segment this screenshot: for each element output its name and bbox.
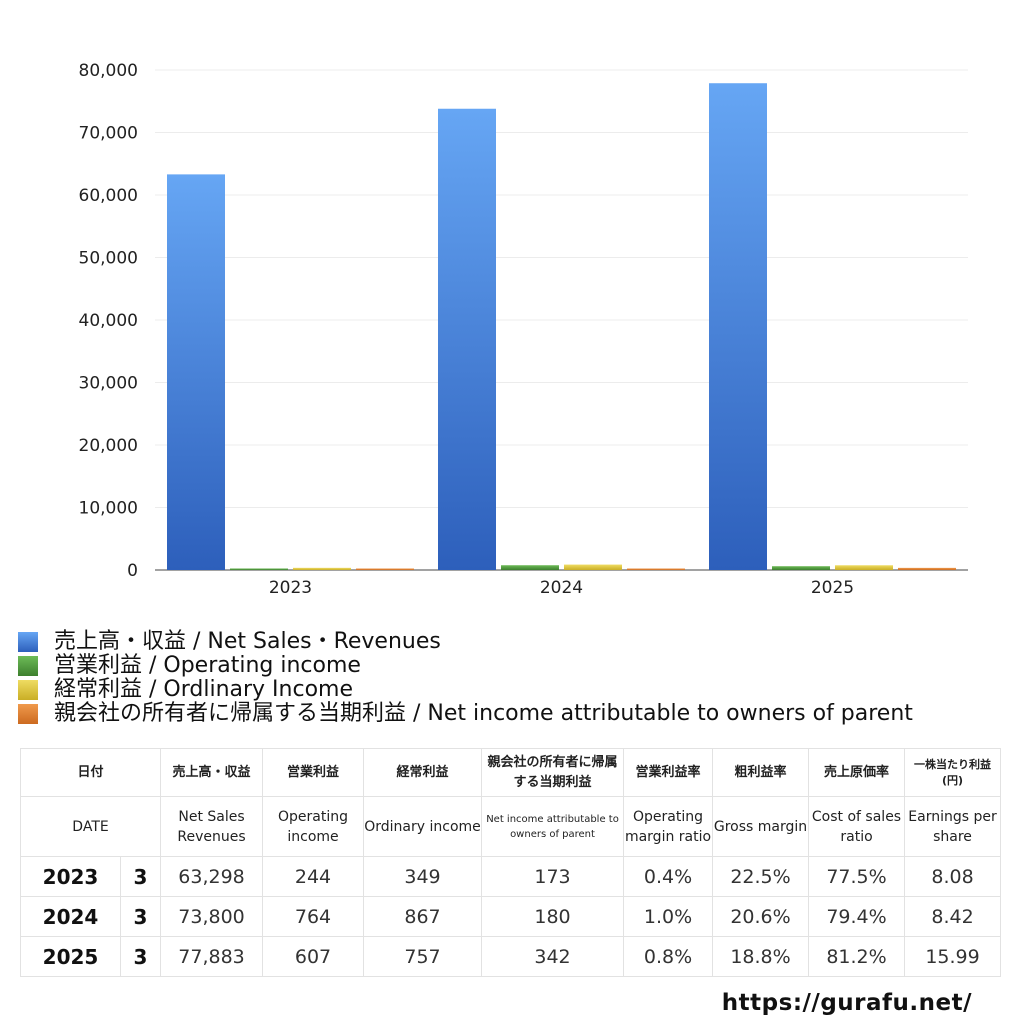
bar-net-sales-2025 (709, 83, 767, 570)
bar-net-sales-2023 (167, 174, 225, 570)
header-cost-of-sales-jp: 売上原価率 (808, 748, 906, 797)
table-row: 2025 3 77,883 607 757 342 0.8% 18.8% 81.… (20, 936, 1002, 977)
legend-swatch-ordinary-income (18, 680, 38, 700)
bar-net-income-2025 (898, 567, 956, 570)
legend-item-net-income: 親会社の所有者に帰属する当期利益 / Net income attributab… (18, 702, 1018, 726)
cell-gross-margin: 22.5% (712, 856, 810, 897)
row-year: 2024 (20, 896, 121, 937)
chart-legend: 売上高・収益 / Net Sales・Revenues 営業利益 / Opera… (18, 630, 1018, 726)
header-eps-en: Earnings per share (904, 796, 1002, 857)
legend-item-net-sales: 売上高・収益 / Net Sales・Revenues (18, 630, 1018, 654)
cell-eps: 8.42 (904, 896, 1002, 937)
cell-operating-income: 607 (262, 936, 365, 977)
legend-label-ordinary-income: 経常利益 / Ordlinary Income (54, 677, 353, 702)
header-operating-margin-jp: 営業利益率 (623, 748, 714, 797)
x-axis-ticks: 2023 2024 2025 (269, 578, 854, 598)
cell-operating-income: 764 (262, 896, 365, 937)
header-eps-jp: 一株当たり利益(円) (904, 748, 1002, 797)
cell-cost-of-sales: 79.4% (808, 896, 906, 937)
table-row: 2024 3 73,800 764 867 180 1.0% 20.6% 79.… (20, 896, 1002, 937)
header-net-sales-en: Net Sales Revenues (160, 796, 264, 857)
row-month: 3 (119, 856, 162, 897)
bar-operating-income-2023 (230, 568, 288, 570)
y-tick-label: 20,000 (79, 436, 138, 456)
legend-item-operating-income: 営業利益 / Operating income (18, 654, 1018, 678)
cell-ordinary-income: 867 (363, 896, 483, 937)
legend-swatch-operating-income (18, 656, 38, 676)
y-tick-label: 10,000 (79, 499, 138, 519)
table-row: 2023 3 63,298 244 349 173 0.4% 22.5% 77.… (20, 856, 1002, 897)
legend-swatch-net-sales (18, 632, 38, 652)
y-axis-ticks: 0 10,000 20,000 30,000 40,000 50,000 60,000 70,… (79, 61, 138, 581)
bar-net-income-2024 (627, 568, 685, 570)
header-ordinary-income-en: Ordinary income (363, 796, 483, 857)
cell-net-income: 342 (481, 936, 625, 977)
cell-operating-margin: 0.8% (623, 936, 714, 977)
header-operating-income-jp: 営業利益 (262, 748, 365, 797)
header-ordinary-income-jp: 経常利益 (363, 748, 483, 797)
header-date-jp: 日付 (19, 748, 162, 797)
x-tick-label: 2025 (811, 578, 854, 598)
y-tick-label: 30,000 (79, 374, 138, 394)
row-year: 2025 (20, 936, 121, 977)
y-tick-label: 80,000 (79, 61, 138, 81)
cell-gross-margin: 18.8% (712, 936, 810, 977)
cell-net-sales: 77,883 (160, 936, 264, 977)
grid-lines (155, 69, 968, 571)
legend-label-net-income: 親会社の所有者に帰属する当期利益 / Net income attributab… (54, 701, 913, 726)
table-header-row-jp: 日付 売上高・収益 営業利益 経常利益 親会社の所有者に帰属する当期利益 営業利… (19, 748, 1002, 797)
legend-item-ordinary-income: 経常利益 / Ordlinary Income (18, 678, 1018, 702)
y-tick-label: 40,000 (79, 311, 138, 331)
header-net-sales-jp: 売上高・収益 (160, 748, 264, 797)
bar-chart: 0 10,000 20,000 30,000 40,000 50,000 60,000 70,… (79, 61, 968, 598)
header-operating-margin-en: Operating margin ratio (623, 796, 714, 857)
cell-eps: 15.99 (904, 936, 1002, 977)
bar-ordinary-income-2025 (835, 565, 893, 570)
y-tick-label: 70,000 (79, 124, 138, 144)
cell-net-income: 180 (481, 896, 625, 937)
cell-operating-margin: 1.0% (623, 896, 714, 937)
legend-swatch-net-income (18, 704, 38, 724)
financial-data-table: 日付 売上高・収益 営業利益 経常利益 親会社の所有者に帰属する当期利益 営業利… (19, 748, 1002, 977)
cell-net-sales: 73,800 (160, 896, 264, 937)
row-month: 3 (119, 896, 162, 937)
legend-label-operating-income: 営業利益 / Operating income (54, 653, 361, 678)
x-tick-label: 2024 (540, 578, 583, 598)
header-date-en: DATE (19, 796, 162, 857)
source-url[interactable]: https://gurafu.net/ (721, 990, 972, 1016)
y-tick-label: 0 (127, 561, 138, 581)
cell-ordinary-income: 757 (363, 936, 483, 977)
cell-ordinary-income: 349 (363, 856, 483, 897)
header-net-income-jp: 親会社の所有者に帰属する当期利益 (481, 748, 625, 797)
bar-net-income-2023 (356, 568, 414, 570)
cell-gross-margin: 20.6% (712, 896, 810, 937)
y-tick-label: 50,000 (79, 249, 138, 269)
header-gross-margin-en: Gross margin (712, 796, 810, 857)
cell-cost-of-sales: 77.5% (808, 856, 906, 897)
bar-operating-income-2025 (772, 566, 830, 570)
cell-operating-income: 244 (262, 856, 365, 897)
table-header-row-en: DATE Net Sales Revenues Operating income… (19, 796, 1002, 857)
bar-ordinary-income-2023 (293, 567, 351, 570)
cell-eps: 8.08 (904, 856, 1002, 897)
row-month: 3 (119, 936, 162, 977)
cell-operating-margin: 0.4% (623, 856, 714, 897)
bar-net-sales-2024 (438, 108, 496, 570)
header-net-income-en: Net income attributable to owners of par… (481, 796, 625, 857)
row-year: 2023 (20, 856, 121, 897)
bar-ordinary-income-2024 (564, 564, 622, 570)
cell-net-income: 173 (481, 856, 625, 897)
cell-cost-of-sales: 81.2% (808, 936, 906, 977)
header-operating-income-en: Operating income (262, 796, 365, 857)
cell-net-sales: 63,298 (160, 856, 264, 897)
x-tick-label: 2023 (269, 578, 312, 598)
bar-operating-income-2024 (501, 565, 559, 570)
header-gross-margin-jp: 粗利益率 (712, 748, 810, 797)
header-cost-of-sales-en: Cost of sales ratio (808, 796, 906, 857)
legend-label-net-sales: 売上高・収益 / Net Sales・Revenues (54, 629, 441, 654)
y-tick-label: 60,000 (79, 186, 138, 206)
bars (167, 83, 956, 570)
